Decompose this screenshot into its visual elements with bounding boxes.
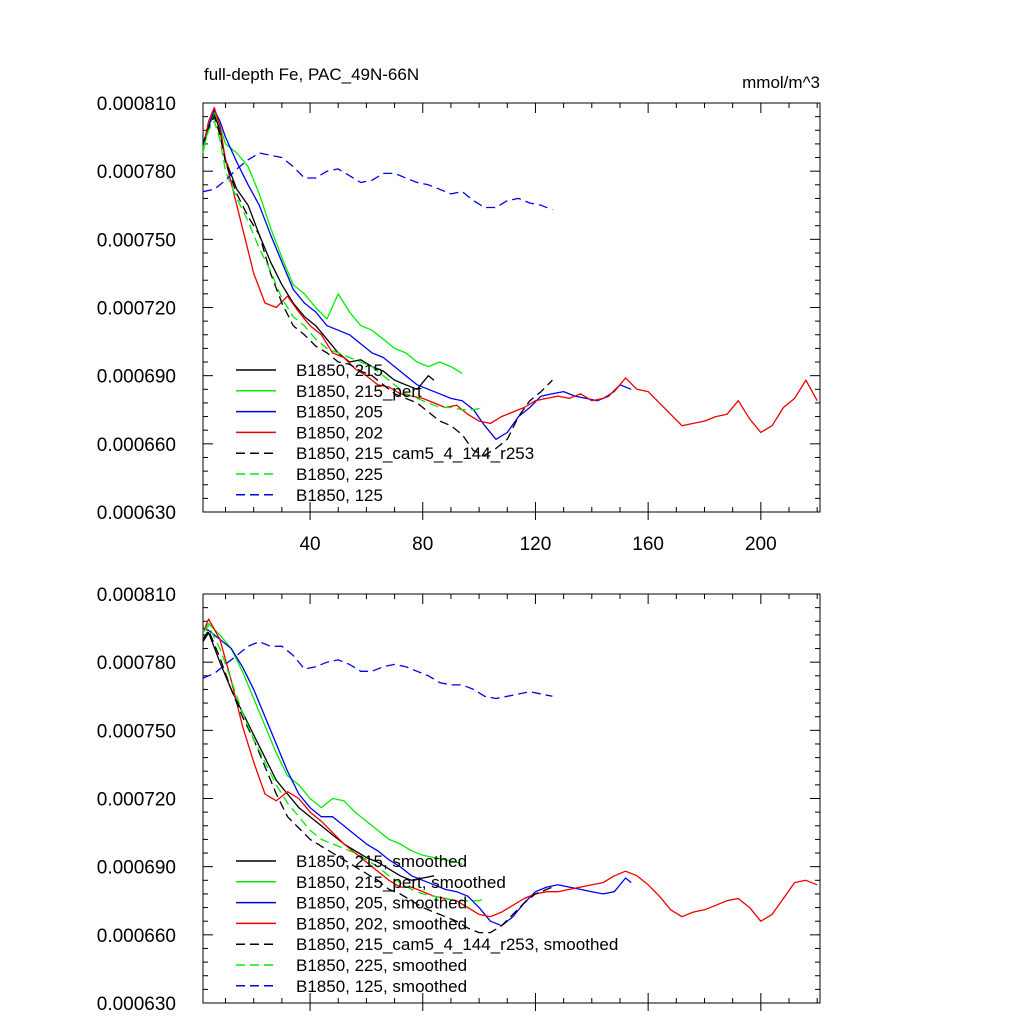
- legend-label: B1850, 225: [296, 465, 383, 484]
- legend-label: B1850, 202: [296, 423, 383, 442]
- y-tick-label: 0.000690: [97, 858, 176, 879]
- series-line: [202, 629, 553, 934]
- series-lines-top: [202, 106, 818, 456]
- series-line: [202, 111, 463, 374]
- series-line: [202, 120, 485, 411]
- chart-units: mmol/m^3: [742, 73, 820, 92]
- y-tick-label: 0.000780: [97, 653, 176, 674]
- y-tick-label: 0.000720: [97, 299, 176, 320]
- legend-label: B1850, 215_cam5_4_144_r253: [296, 444, 534, 463]
- legend-label: B1850, 215_cam5_4_144_r253, smoothed: [296, 935, 618, 954]
- legend-label: B1850, 205: [296, 403, 383, 422]
- legend-bottom: B1850, 215, smoothed B1850, 215_pert, smo…: [236, 852, 618, 996]
- legend-label: B1850, 205, smoothed: [296, 894, 467, 913]
- y-tick-label: 0.000690: [97, 367, 176, 388]
- y-tick-label: 0.000630: [97, 994, 176, 1015]
- series-lines-bottom: [202, 618, 818, 934]
- legend-label: B1850, 202, smoothed: [296, 914, 467, 933]
- series-line: [202, 115, 553, 456]
- series-line: [202, 109, 632, 440]
- axes-top: 0.000630 0.000660 0.000690 0.000720 0.000750…: [97, 94, 821, 555]
- x-tick-label: 80: [412, 534, 433, 555]
- y-tick-label: 0.000720: [97, 790, 176, 811]
- y-tick-label: 0.000660: [97, 926, 176, 947]
- series-line: [202, 152, 553, 211]
- x-tick-label: 120: [520, 534, 552, 555]
- chart-panel-bottom: 0.000630 0.000660 0.000690 0.000720 0.000750…: [97, 585, 821, 1015]
- chart-panel-top: full-depth Fe, PAC_49N-66N mmol/m^3 0.00…: [97, 65, 821, 555]
- legend-label: B1850, 215, smoothed: [296, 852, 467, 871]
- x-tick-label: 40: [299, 534, 320, 555]
- y-tick-label: 0.000660: [97, 435, 176, 456]
- y-tick-label: 0.000750: [97, 230, 176, 251]
- series-line: [202, 627, 632, 927]
- legend-label: B1850, 215: [296, 361, 383, 380]
- series-line: [202, 618, 818, 922]
- legend-label: B1850, 215_pert: [296, 382, 422, 401]
- axes-bottom: 0.000630 0.000660 0.000690 0.000720 0.000750…: [97, 585, 821, 1015]
- legend-label: B1850, 125, smoothed: [296, 977, 467, 996]
- legend-label: B1850, 125: [296, 486, 383, 505]
- series-line: [202, 622, 463, 866]
- x-tick-label: 160: [632, 534, 664, 555]
- y-tick-label: 0.000810: [97, 585, 176, 606]
- legend-label: B1850, 225, smoothed: [296, 956, 467, 975]
- chart-title: full-depth Fe, PAC_49N-66N: [204, 65, 419, 84]
- y-tick-label: 0.000750: [97, 721, 176, 742]
- y-tick-label: 0.000810: [97, 94, 176, 115]
- series-line: [202, 641, 553, 700]
- y-tick-label: 0.000780: [97, 162, 176, 183]
- x-tick-label: 200: [745, 534, 777, 555]
- legend-label: B1850, 215_pert, smoothed: [296, 873, 506, 892]
- y-tick-label: 0.000630: [97, 503, 176, 524]
